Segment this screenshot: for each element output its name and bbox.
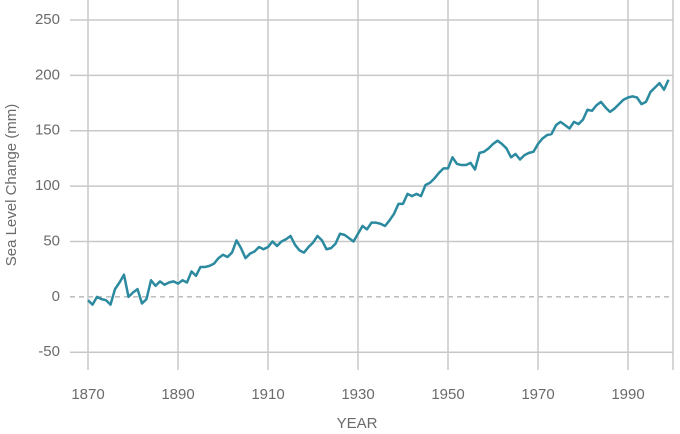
y-tick-label: 0 (52, 288, 60, 305)
x-tick-label: 1910 (251, 386, 284, 403)
x-tick-label: 1950 (431, 386, 464, 403)
x-tick-label: 1870 (71, 386, 104, 403)
y-axis-label: Sea Level Change (mm) (3, 104, 20, 267)
y-tick-label: 250 (35, 11, 60, 28)
y-tick-label: 50 (43, 232, 60, 249)
data-line (87, 79, 670, 306)
x-tick-label: 1890 (161, 386, 194, 403)
x-tick-label: 1970 (521, 386, 554, 403)
y-tick-label: 150 (35, 122, 60, 139)
y-tick-label: 100 (35, 177, 60, 194)
x-axis-label: YEAR (337, 415, 378, 432)
x-tick-label: 1990 (611, 386, 644, 403)
x-tick-label: 1930 (341, 386, 374, 403)
y-tick-label: 200 (35, 66, 60, 83)
y-tick-label: -50 (38, 343, 60, 360)
